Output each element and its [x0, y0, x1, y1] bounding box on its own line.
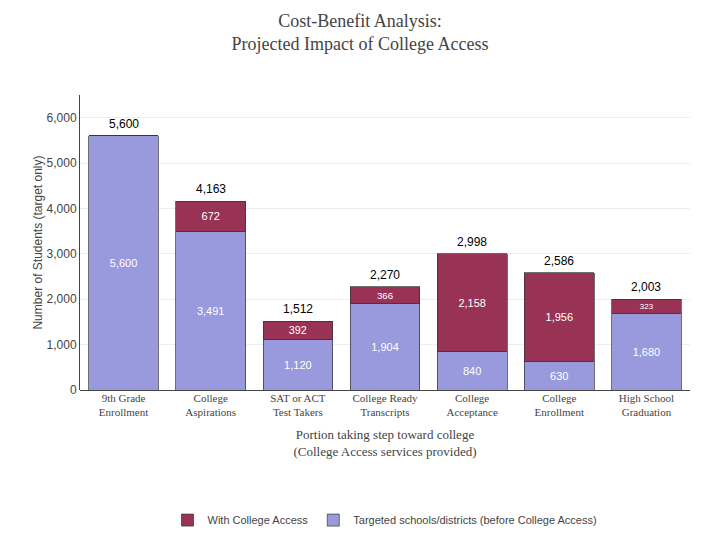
svg-text:5,600: 5,600 — [109, 117, 139, 131]
svg-text:1,904: 1,904 — [371, 341, 399, 353]
svg-text:840: 840 — [463, 365, 481, 377]
svg-text:SAT or ACTTest Takers: SAT or ACTTest Takers — [270, 392, 326, 418]
svg-text:1,956: 1,956 — [546, 311, 574, 323]
svg-text:CollegeAspirations: CollegeAspirations — [185, 392, 236, 418]
svg-text:1,120: 1,120 — [284, 359, 312, 371]
svg-text:Number of Students (target onl: Number of Students (target only) — [31, 155, 45, 329]
svg-text:4,163: 4,163 — [196, 182, 226, 196]
svg-text:Cost-Benefit Analysis:Projecte: Cost-Benefit Analysis:Projected Impact o… — [232, 11, 489, 54]
svg-text:5,600: 5,600 — [110, 257, 138, 269]
svg-text:2,998: 2,998 — [457, 235, 487, 249]
svg-text:With College Access: With College Access — [208, 514, 309, 526]
svg-text:2,003: 2,003 — [631, 280, 661, 294]
svg-text:323: 323 — [640, 302, 654, 311]
svg-text:3,000: 3,000 — [47, 247, 77, 261]
svg-text:High SchoolGraduation: High SchoolGraduation — [619, 392, 674, 418]
svg-text:630: 630 — [550, 370, 568, 382]
svg-text:1,512: 1,512 — [283, 302, 313, 316]
svg-text:1,680: 1,680 — [633, 346, 661, 358]
svg-text:366: 366 — [377, 290, 393, 301]
svg-text:9th GradeEnrollment: 9th GradeEnrollment — [99, 392, 149, 418]
svg-text:2,586: 2,586 — [544, 254, 574, 268]
svg-text:0: 0 — [70, 383, 77, 397]
svg-text:CollegeEnrollment: CollegeEnrollment — [535, 392, 585, 418]
svg-text:672: 672 — [202, 210, 220, 222]
svg-text:392: 392 — [289, 324, 307, 336]
svg-text:4,000: 4,000 — [47, 202, 77, 216]
svg-text:2,270: 2,270 — [370, 268, 400, 282]
svg-text:CollegeAcceptance: CollegeAcceptance — [446, 392, 497, 418]
svg-text:Portion taking step toward col: Portion taking step toward college(Colle… — [293, 427, 476, 459]
svg-text:College ReadyTranscripts: College ReadyTranscripts — [352, 392, 418, 418]
svg-text:2,000: 2,000 — [47, 292, 77, 306]
svg-text:3,491: 3,491 — [197, 305, 225, 317]
svg-text:Targeted schools/districts (be: Targeted schools/districts (before Colle… — [353, 514, 596, 526]
svg-text:6,000: 6,000 — [47, 111, 77, 125]
svg-text:5,000: 5,000 — [47, 156, 77, 170]
svg-text:1,000: 1,000 — [47, 338, 77, 352]
svg-text:2,158: 2,158 — [458, 297, 486, 309]
